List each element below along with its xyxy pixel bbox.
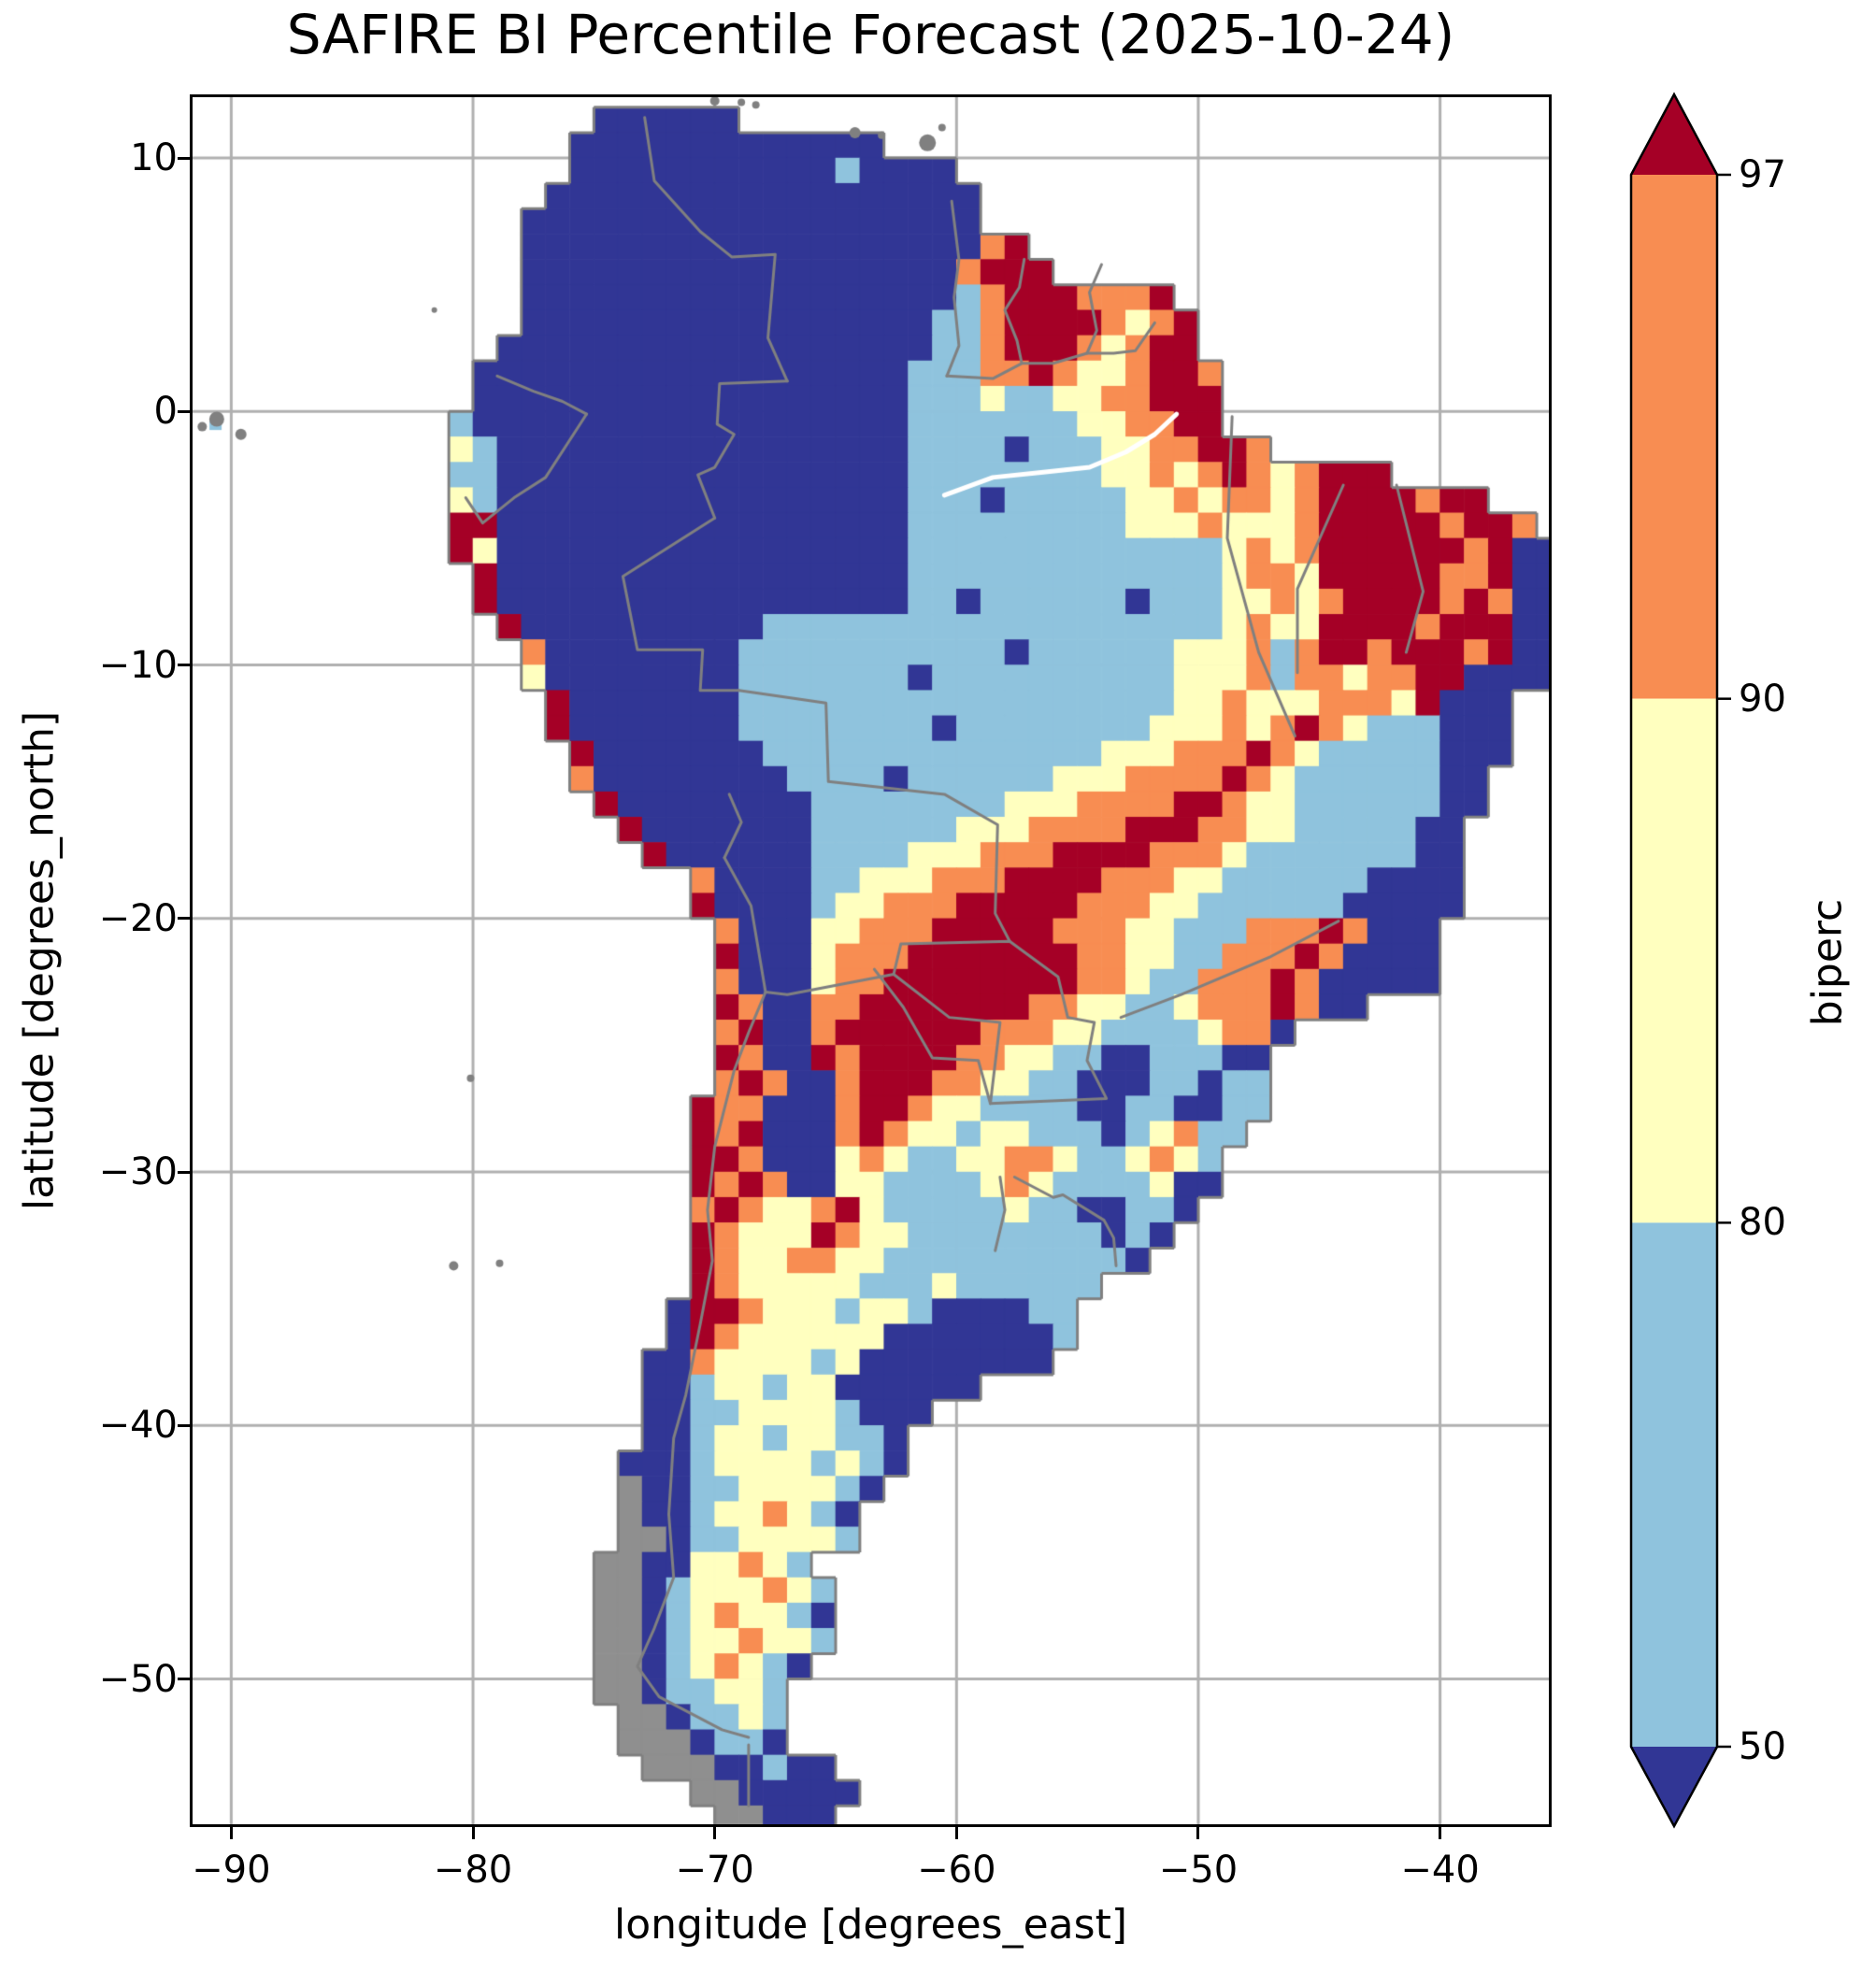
colorbar-tick-label: 50 [1739,1725,1786,1768]
colorbar-tick-label: 90 [1739,677,1786,721]
colorbar-seg-90-97 [1631,175,1717,699]
y-tick-label: −10 [98,643,178,687]
y-tick-mark [178,664,193,667]
y-tick-label: −20 [98,896,178,940]
x-tick-mark [1196,1824,1200,1839]
y-axis-label: latitude [degrees_north] [15,710,64,1211]
y-tick-mark [178,156,193,160]
x-tick-mark [229,1824,233,1839]
y-tick-label: −30 [98,1150,178,1194]
colorbar-extend-under [1631,1747,1717,1826]
y-tick-mark [178,1170,193,1174]
colorbar-outline [1629,92,1719,1829]
x-tick-mark [1439,1824,1442,1839]
y-tick-label: 0 [153,390,178,434]
colorbar-tick-label: 97 [1739,153,1786,196]
x-axis-label: longitude [degrees_east] [614,1901,1127,1949]
y-tick-mark [178,917,193,921]
colorbar-tick-label: 80 [1739,1201,1786,1245]
x-tick-mark [471,1824,475,1839]
y-tick-mark [178,1423,193,1427]
plot-title: SAFIRE BI Percentile Forecast (2025-10-2… [286,3,1455,66]
colorbar-seg-80-90 [1631,698,1717,1223]
colorbar-label: biperc [1803,898,1852,1027]
y-tick-mark [178,1678,193,1681]
map-canvas [193,97,1549,1824]
x-tick-label: −40 [1400,1849,1480,1892]
x-tick-mark [713,1824,717,1839]
y-tick-label: −40 [98,1404,178,1448]
y-tick-label: −50 [98,1657,178,1701]
x-tick-label: −80 [433,1849,513,1892]
x-tick-label: −50 [1158,1849,1239,1892]
x-tick-label: −70 [675,1849,754,1892]
x-tick-mark [954,1824,958,1839]
y-tick-mark [178,409,193,413]
x-tick-label: −60 [917,1849,996,1892]
y-tick-label: 10 [130,136,178,180]
colorbar-seg-50-80 [1631,1222,1717,1747]
x-tick-label: −90 [192,1849,271,1892]
colorbar-extend-over [1631,94,1717,175]
